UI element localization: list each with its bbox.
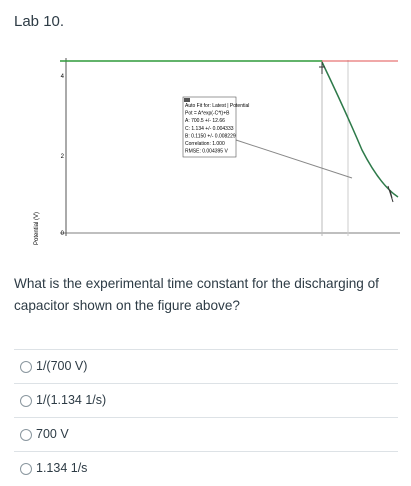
y-tick-label: 2 bbox=[61, 154, 65, 160]
radio-button[interactable] bbox=[20, 361, 32, 373]
page-title: Lab 10. bbox=[14, 13, 65, 30]
answer-option[interactable]: 700 V bbox=[14, 417, 398, 451]
fit-line-text: Auto Fit for: Latest | Potential bbox=[185, 103, 249, 109]
answer-option[interactable]: 1.134 1/s bbox=[14, 451, 398, 485]
y-axis-label: Potential (V) bbox=[34, 212, 40, 245]
fit-box bbox=[182, 96, 237, 158]
fit-line-text: C: 1.134 +/- 0.004333 bbox=[185, 126, 234, 132]
radio-button[interactable] bbox=[20, 395, 32, 407]
fit-line-text: Pot = A*exp(-C*t)+B bbox=[185, 111, 230, 117]
decay-curve bbox=[321, 61, 399, 198]
y-tick-label: 0 bbox=[61, 231, 65, 237]
option-label: 1.134 1/s bbox=[36, 461, 88, 475]
answer-option[interactable]: 1/(700 V) bbox=[14, 349, 398, 383]
fit-line-text: B: 0.1150 +/- 0.008229 bbox=[185, 133, 236, 139]
y-tick-label: 4 bbox=[61, 74, 65, 80]
answer-option[interactable]: 1/(1.134 1/s) bbox=[14, 383, 398, 417]
fit-line-text: A: 700.5 +/- 12.66 bbox=[185, 118, 225, 124]
graph-figure: Auto Fit for: Latest | Potential Pot = A*… bbox=[34, 58, 400, 245]
fit-box-icon bbox=[184, 98, 190, 102]
connector bbox=[235, 139, 353, 179]
fit-text: Auto Fit for: Latest | Potential Pot = A*… bbox=[185, 103, 249, 155]
option-label: 1/(700 V) bbox=[36, 359, 88, 373]
option-label: 700 V bbox=[36, 427, 69, 441]
question-text: What is the experimental time constant f… bbox=[14, 276, 379, 313]
fit-line-text: RMSE: 0.004395 V bbox=[185, 149, 228, 155]
option-label: 1/(1.134 1/s) bbox=[36, 393, 107, 407]
fit-line-text: Correlation: 1.000 bbox=[185, 141, 225, 147]
radio-button[interactable] bbox=[20, 463, 32, 475]
radio-button[interactable] bbox=[20, 429, 32, 441]
bracket bbox=[319, 62, 394, 203]
